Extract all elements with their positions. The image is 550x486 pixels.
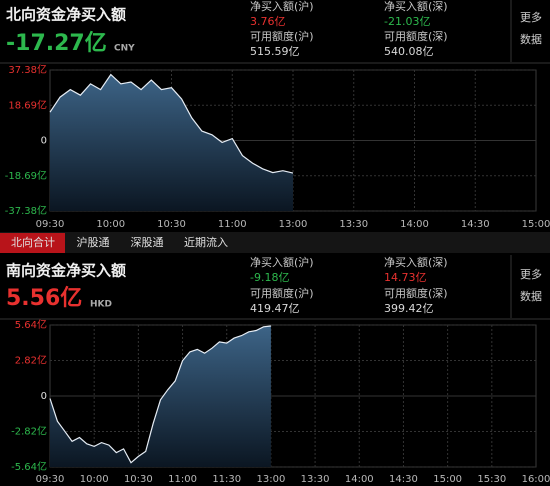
stat-label: 可用额度(深) [384, 286, 448, 300]
stat-label: 净买入额(深) [384, 0, 448, 13]
x-tick-label: 15:00 [433, 474, 462, 485]
line [49, 325, 271, 464]
more-text[interactable]: 更多 [520, 10, 542, 24]
x-tick-label: 10:00 [96, 219, 125, 230]
tab[interactable] [174, 233, 237, 253]
y-tick-label: 2.82亿 [15, 354, 47, 367]
tab[interactable] [66, 233, 119, 253]
y-tick-label: 0 [41, 391, 47, 402]
tabs: 北向合计 沪股通 深股通 近期流入 [0, 233, 237, 253]
tab[interactable] [120, 233, 173, 253]
x-tick-label: 16:00 [522, 474, 550, 485]
y-tick-label: -5.64亿 [11, 460, 47, 473]
more-button[interactable]: 更多 数据 [520, 267, 542, 303]
line [49, 73, 294, 174]
stat-label: 净买入额(沪) [250, 0, 314, 13]
stat-value: 515.59亿 [250, 45, 300, 58]
panel-title: 南向资金净买入额 [6, 262, 126, 280]
net-value: -17.27亿 [6, 31, 107, 56]
currency: HKD [90, 300, 112, 310]
y-tick-label: 18.69亿 [8, 98, 47, 111]
x-tick-label: 14:30 [389, 474, 418, 485]
more-text[interactable]: 数据 [520, 289, 542, 303]
stat-value: 540.08亿 [384, 45, 434, 58]
tab-label[interactable]: 沪股通 [77, 235, 110, 249]
stat-label: 净买入额(沪) [250, 255, 314, 269]
y-tick-label: 37.38亿 [8, 63, 47, 76]
area [50, 326, 271, 467]
x-tick-label: 13:00 [279, 219, 308, 230]
stat-label: 可用额度(沪) [250, 286, 314, 300]
tab-label[interactable]: 近期流入 [184, 235, 228, 249]
y-tick-label: -37.38亿 [5, 204, 47, 217]
tab[interactable] [0, 233, 65, 253]
currency: CNY [114, 44, 135, 54]
tab-label[interactable]: 深股通 [131, 236, 164, 249]
x-tick-label: 10:30 [157, 219, 186, 230]
x-tick-label: 14:00 [345, 474, 374, 485]
x-tick-label: 14:30 [461, 219, 490, 230]
x-tick-label: 11:00 [218, 219, 247, 230]
more-text[interactable]: 更多 [520, 267, 542, 281]
more-button[interactable]: 更多 数据 [520, 10, 542, 46]
area [50, 74, 293, 211]
stat-label: 净买入额(深) [384, 255, 448, 269]
x-tick-label: 13:30 [301, 474, 330, 485]
x-tick-label: 13:00 [256, 474, 285, 485]
y-tick-label: 5.64亿 [15, 318, 47, 331]
y-tick-label: -2.82亿 [11, 425, 47, 438]
x-tick-label: 14:00 [400, 219, 429, 230]
panel-title: 北向资金净买入额 [6, 6, 126, 24]
stat-value: 419.47亿 [250, 302, 300, 315]
y-tick-label: -18.69亿 [5, 169, 47, 182]
x-tick-label: 15:00 [522, 219, 550, 230]
x-tick-label: 11:30 [212, 474, 241, 485]
x-tick-label: 10:00 [80, 474, 109, 485]
net-value: 5.56亿 [6, 286, 82, 311]
stat-value: 399.42亿 [384, 302, 434, 315]
stat-label: 可用额度(沪) [250, 29, 314, 43]
y-tick-label: 0 [41, 136, 47, 147]
x-tick-label: 09:30 [36, 219, 65, 230]
x-tick-label: 10:30 [124, 474, 153, 485]
more-text[interactable]: 数据 [520, 32, 542, 46]
x-tick-label: 11:00 [168, 474, 197, 485]
stat-value: -21.03亿 [384, 15, 430, 28]
stat-value: -9.18亿 [250, 271, 289, 284]
stat-value: 3.76亿 [250, 15, 286, 28]
stat-label: 可用额度(深) [384, 29, 448, 43]
tab-label[interactable]: 北向合计 [11, 235, 55, 249]
x-tick-label: 15:30 [477, 474, 506, 485]
x-tick-label: 13:30 [339, 219, 368, 230]
x-tick-label: 09:30 [36, 474, 65, 485]
stat-value: 14.73亿 [384, 271, 427, 284]
